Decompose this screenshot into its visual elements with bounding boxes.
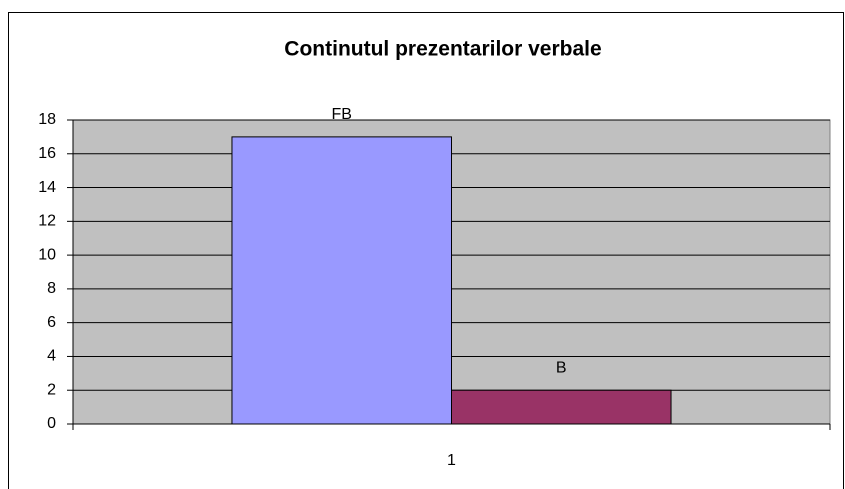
data-label: B [556,359,567,376]
y-tick-label: 4 [47,348,56,365]
chart-title: Continutul prezentarilor verbale [284,38,601,61]
data-label: FB [332,106,352,123]
y-tick-label: 16 [38,145,56,162]
y-tick-label: 12 [38,213,56,230]
y-tick-label: 10 [38,246,56,263]
y-tick-label: 0 [47,415,56,432]
y-tick-label: 6 [47,314,56,331]
y-tick-label: 18 [38,111,56,128]
y-tick-label: 14 [38,179,56,196]
y-tick-label: 2 [47,381,56,398]
y-tick-label: 8 [47,280,56,297]
bar [451,389,672,425]
bar [231,136,452,425]
x-tick-label: 1 [447,452,456,469]
